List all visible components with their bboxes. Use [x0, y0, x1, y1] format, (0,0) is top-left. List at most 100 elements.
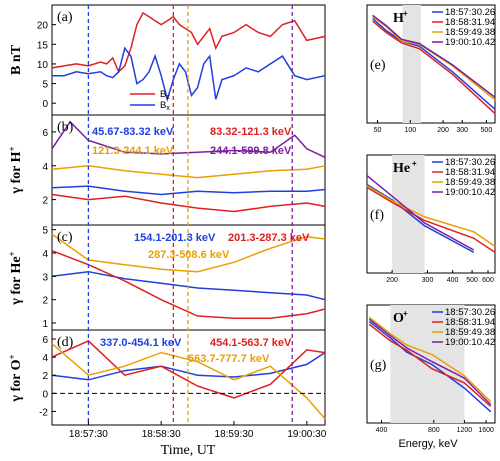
- panel-e-spectrum-3: [372, 14, 496, 98]
- panel-e-xtick-label-1: 100: [404, 127, 416, 134]
- ytick-label-a-0: 0: [42, 99, 48, 110]
- range-c-2: 287.3-508.6 keV: [148, 249, 230, 261]
- panel-d-series-0: [51, 351, 326, 381]
- panel-e-legend-3: 19:00:10.42: [445, 37, 495, 48]
- panel-e-xtick-label-3: 300: [456, 127, 468, 134]
- panel-d-series-2: [51, 343, 326, 420]
- panel-b-series-3: [51, 120, 326, 158]
- range-b-0: 45.67-83.32 keV: [92, 126, 174, 138]
- panel-f-xtick-label-1: 300: [422, 277, 434, 284]
- panel-g-species-sup: +: [403, 309, 408, 318]
- panel-g-species: O: [393, 311, 404, 326]
- ytick-label-a-1: 5: [42, 80, 48, 91]
- panel-f-legend-2: 18:59:49.38: [445, 177, 495, 188]
- ytick-label-b-2: 6: [42, 128, 48, 139]
- legend-bx: Bx: [160, 100, 170, 112]
- panel-f-species: He: [393, 161, 410, 176]
- panel-f-xtick-label-4: 600: [482, 277, 494, 284]
- panel-e-xtick-label-4: 500: [481, 127, 493, 134]
- spectra-xlabel: Energy, keV: [398, 438, 458, 450]
- ytick-label-b-0: 2: [42, 196, 48, 207]
- panel-a-ylabel: B nT: [9, 44, 24, 75]
- ytick-label-c-1: 2: [42, 296, 48, 307]
- panel-e-xtick-label-2: 200: [437, 127, 449, 134]
- panel-e-legend-2: 18:59:49.38: [445, 27, 495, 38]
- panel-d-label: (d): [57, 335, 74, 350]
- panel-g-legend-1: 18:58:31.94: [445, 317, 495, 328]
- panel-f-frame: [366, 154, 496, 274]
- ytick-label-a-3: 15: [37, 40, 49, 51]
- range-c-0: 154.1-201.3 keV: [134, 232, 216, 244]
- panel-g-xtick-label-1: 800: [428, 427, 440, 434]
- ytick-label-d-0: -2: [39, 407, 48, 418]
- ytick-label-d-1: 0: [42, 389, 48, 400]
- panel-e-frame: [366, 4, 496, 124]
- panel-c-ylabel: γ for He+: [7, 251, 24, 305]
- panel-g-spectrum-0: [368, 320, 492, 413]
- ytick-label-b-1: 4: [42, 162, 48, 173]
- panel-c-series-2: [51, 233, 326, 273]
- panel-b-series-0: [51, 185, 326, 196]
- panel-f-spectrum-2: [366, 185, 496, 248]
- panel-f-species-sup: +: [412, 159, 417, 168]
- xtick-label-1: 18:58:30: [142, 429, 181, 440]
- range-b-1: 83.32-121.3 keV: [210, 126, 292, 138]
- panel-e-legend-0: 18:57:30.26: [445, 7, 495, 18]
- panel-e-legend-1: 18:58:31.94: [445, 17, 495, 28]
- ytick-label-d-2: 2: [42, 371, 48, 382]
- range-d-0: 337.0-454.1 keV: [100, 337, 182, 349]
- panel-c-label: (c): [57, 230, 73, 245]
- panel-f-xtick-label-2: 400: [447, 277, 459, 284]
- legend-bz: Bz: [160, 89, 170, 101]
- xtick-label-2: 18:59:30: [215, 429, 254, 440]
- panel-g-label: (g): [370, 358, 387, 373]
- panel-a-series-1: [52, 46, 326, 103]
- panel-g-spectrum-2: [368, 316, 492, 403]
- panel-g-spectrum-3: [368, 318, 492, 406]
- panel-f-legend-3: 19:00:10.42: [445, 187, 495, 198]
- panel-g-legend-3: 19:00:10.42: [445, 337, 495, 348]
- panel-b-series-1: [51, 193, 326, 213]
- panel-e-shade: [402, 5, 421, 123]
- panel-e-species-sup: +: [403, 9, 408, 18]
- panel-f-label: (f): [370, 208, 384, 223]
- panel-f-spectrum-0: [366, 183, 475, 254]
- panel-f-spectrum-3: [366, 175, 475, 251]
- ytick-label-a-2: 10: [37, 60, 49, 71]
- xtick-label-3: 19:00:30: [287, 429, 326, 440]
- ytick-label-c-2: 3: [42, 272, 48, 283]
- panel-e-spectrum-0: [372, 18, 496, 110]
- panel-f-spectrum-1: [366, 186, 496, 254]
- panel-e-species: H: [393, 11, 404, 26]
- panel-g-shade: [390, 305, 465, 423]
- ytick-label-c-3: 4: [42, 249, 48, 260]
- panel-f-xtick-label-0: 200: [386, 277, 398, 284]
- range-d-1: 454.1-563.7 keV: [210, 337, 292, 349]
- range-b-2: 121.3-244.1 keV: [92, 145, 174, 157]
- panel-d-series-1: [51, 340, 326, 399]
- range-b-3: 244.1-599.8 keV: [210, 145, 292, 157]
- panel-a-label: (a): [57, 10, 73, 25]
- ytick-label-d-3: 4: [42, 353, 48, 364]
- panel-d-ylabel: γ for O+: [7, 354, 24, 402]
- time-axis-label: Time, UT: [161, 443, 216, 458]
- panel-f-legend-0: 18:57:30.26: [445, 157, 495, 168]
- range-d-2: 563.7-777.7 keV: [188, 353, 270, 365]
- panel-e-label: (e): [370, 58, 386, 73]
- panel-b-series-2: [51, 165, 326, 179]
- panel-f-xtick-label-3: 500: [466, 277, 478, 284]
- panel-a-series-0: [51, 11, 326, 74]
- range-c-1: 201.3-287.3 keV: [228, 232, 310, 244]
- panel-e-spectrum-2: [372, 16, 496, 101]
- panel-g-xtick-label-0: 400: [376, 427, 388, 434]
- ytick-label-c-4: 5: [42, 226, 48, 237]
- panel-f-legend-1: 18:58:31.94: [445, 167, 495, 178]
- ytick-label-a-4: 20: [37, 21, 49, 32]
- panel-c-series-1: [51, 249, 326, 320]
- panel-g-spectrum-1: [368, 323, 492, 408]
- panel-g-legend-2: 18:59:49.38: [445, 327, 495, 338]
- ytick-label-c-0: 1: [42, 319, 48, 330]
- panel-e-xtick-label-0: 50: [374, 127, 382, 134]
- panel-b-ylabel: γ for H+: [7, 146, 24, 194]
